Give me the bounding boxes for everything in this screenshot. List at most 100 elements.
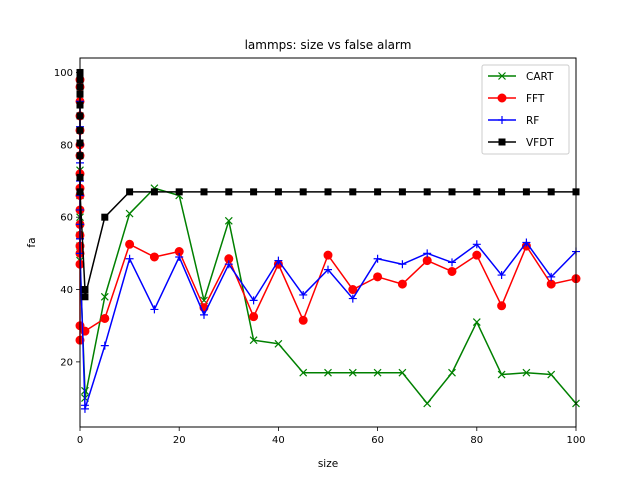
data-point-vfdt	[498, 188, 506, 196]
y-tick-label: 40	[60, 285, 73, 296]
data-point-rf	[348, 294, 357, 303]
x-tick-label: 0	[77, 435, 83, 446]
data-point-rf	[175, 252, 184, 261]
data-point-cart	[348, 368, 357, 377]
data-point-cart	[522, 368, 531, 377]
y-tick-label: 60	[60, 213, 73, 224]
legend: CART FFT RF VFDT	[481, 64, 570, 155]
x-tick-label: 40	[272, 435, 285, 446]
data-point-cart	[299, 368, 308, 377]
data-point-fft	[497, 301, 507, 311]
data-point-fft	[348, 285, 358, 295]
data-point-vfdt	[299, 188, 307, 196]
data-point-rf	[100, 341, 109, 350]
data-point-cart	[547, 370, 556, 379]
data-point-rf	[274, 256, 283, 265]
legend-label: CART	[526, 71, 554, 83]
data-point-vfdt	[250, 188, 258, 196]
data-point-vfdt	[81, 293, 89, 301]
x-tick-label: 80	[470, 435, 483, 446]
data-point-rf	[472, 240, 481, 249]
data-point-fft	[323, 250, 333, 260]
legend-marker	[497, 93, 507, 103]
data-point-vfdt	[101, 213, 109, 221]
legend-item-rf: RF	[488, 115, 539, 127]
data-point-cart	[125, 209, 134, 218]
data-point-cart	[423, 399, 432, 408]
data-point-rf	[324, 265, 332, 274]
data-point-fft	[447, 266, 457, 276]
data-point-vfdt	[349, 188, 357, 196]
data-point-rf	[522, 238, 531, 247]
data-point-rf	[448, 258, 456, 267]
x-tick-label: 100	[566, 435, 585, 446]
legend-marker	[498, 72, 506, 80]
data-point-fft	[149, 252, 159, 262]
data-point-vfdt	[324, 188, 332, 196]
data-point-vfdt	[175, 188, 183, 196]
data-point-cart	[448, 368, 456, 377]
y-tick-label: 100	[54, 68, 73, 79]
data-point-vfdt	[374, 188, 382, 196]
chart-title: lammps: size vs false alarm	[245, 38, 412, 52]
data-point-vfdt	[126, 188, 134, 196]
data-point-vfdt	[473, 188, 481, 196]
data-point-vfdt	[200, 188, 208, 196]
data-point-rf	[398, 260, 407, 269]
data-point-vfdt	[423, 188, 431, 196]
x-tick-label: 60	[371, 435, 384, 446]
data-point-rf	[200, 310, 208, 319]
data-point-rf	[80, 404, 89, 413]
y-tick-label: 20	[60, 357, 73, 368]
legend-marker	[498, 138, 506, 146]
data-point-vfdt	[448, 188, 456, 196]
y-axis: 20 40 60 80 100	[54, 68, 80, 368]
data-point-cart	[100, 292, 109, 301]
data-point-fft	[373, 272, 383, 282]
data-point-vfdt	[225, 188, 233, 196]
x-axis: 0 20 40 60 80 100	[77, 427, 586, 446]
data-point-vfdt	[522, 188, 530, 196]
data-point-fft	[397, 279, 407, 289]
legend-item-vfdt: VFDT	[488, 137, 554, 149]
data-point-cart	[224, 216, 233, 225]
data-point-vfdt	[81, 286, 89, 294]
data-point-vfdt	[547, 188, 555, 196]
data-point-fft	[249, 312, 259, 322]
data-point-rf	[299, 290, 308, 299]
data-point-cart	[274, 339, 283, 348]
data-point-rf	[224, 260, 233, 269]
legend-label: RF	[526, 115, 539, 127]
x-axis-label: size	[318, 458, 338, 470]
data-point-cart	[497, 370, 506, 379]
legend-item-cart: CART	[488, 71, 554, 83]
data-point-vfdt	[150, 188, 158, 196]
legend-marker	[498, 116, 506, 124]
data-point-rf	[125, 254, 134, 263]
x-tick-label: 20	[173, 435, 186, 446]
y-axis-label: fa	[26, 237, 38, 247]
data-point-rf	[373, 254, 382, 263]
legend-label: VFDT	[526, 137, 554, 149]
data-point-cart	[398, 368, 407, 377]
data-point-rf	[249, 296, 258, 305]
data-point-rf	[423, 249, 432, 258]
data-point-cart	[373, 368, 382, 377]
data-point-fft	[472, 250, 482, 260]
legend-item-fft: FFT	[488, 93, 545, 105]
data-point-fft	[422, 256, 432, 266]
data-point-fft	[100, 313, 110, 323]
data-point-rf	[497, 271, 506, 280]
data-point-cart	[249, 336, 258, 345]
data-point-cart	[472, 318, 481, 327]
plot-frame	[79, 57, 577, 428]
data-point-rf	[150, 305, 159, 314]
legend-label: FFT	[526, 93, 545, 105]
data-point-fft	[125, 239, 135, 249]
data-point-fft	[546, 279, 556, 289]
data-point-fft	[298, 315, 308, 325]
data-point-vfdt	[398, 188, 406, 196]
data-point-vfdt	[274, 188, 282, 196]
data-point-cart	[324, 368, 332, 377]
